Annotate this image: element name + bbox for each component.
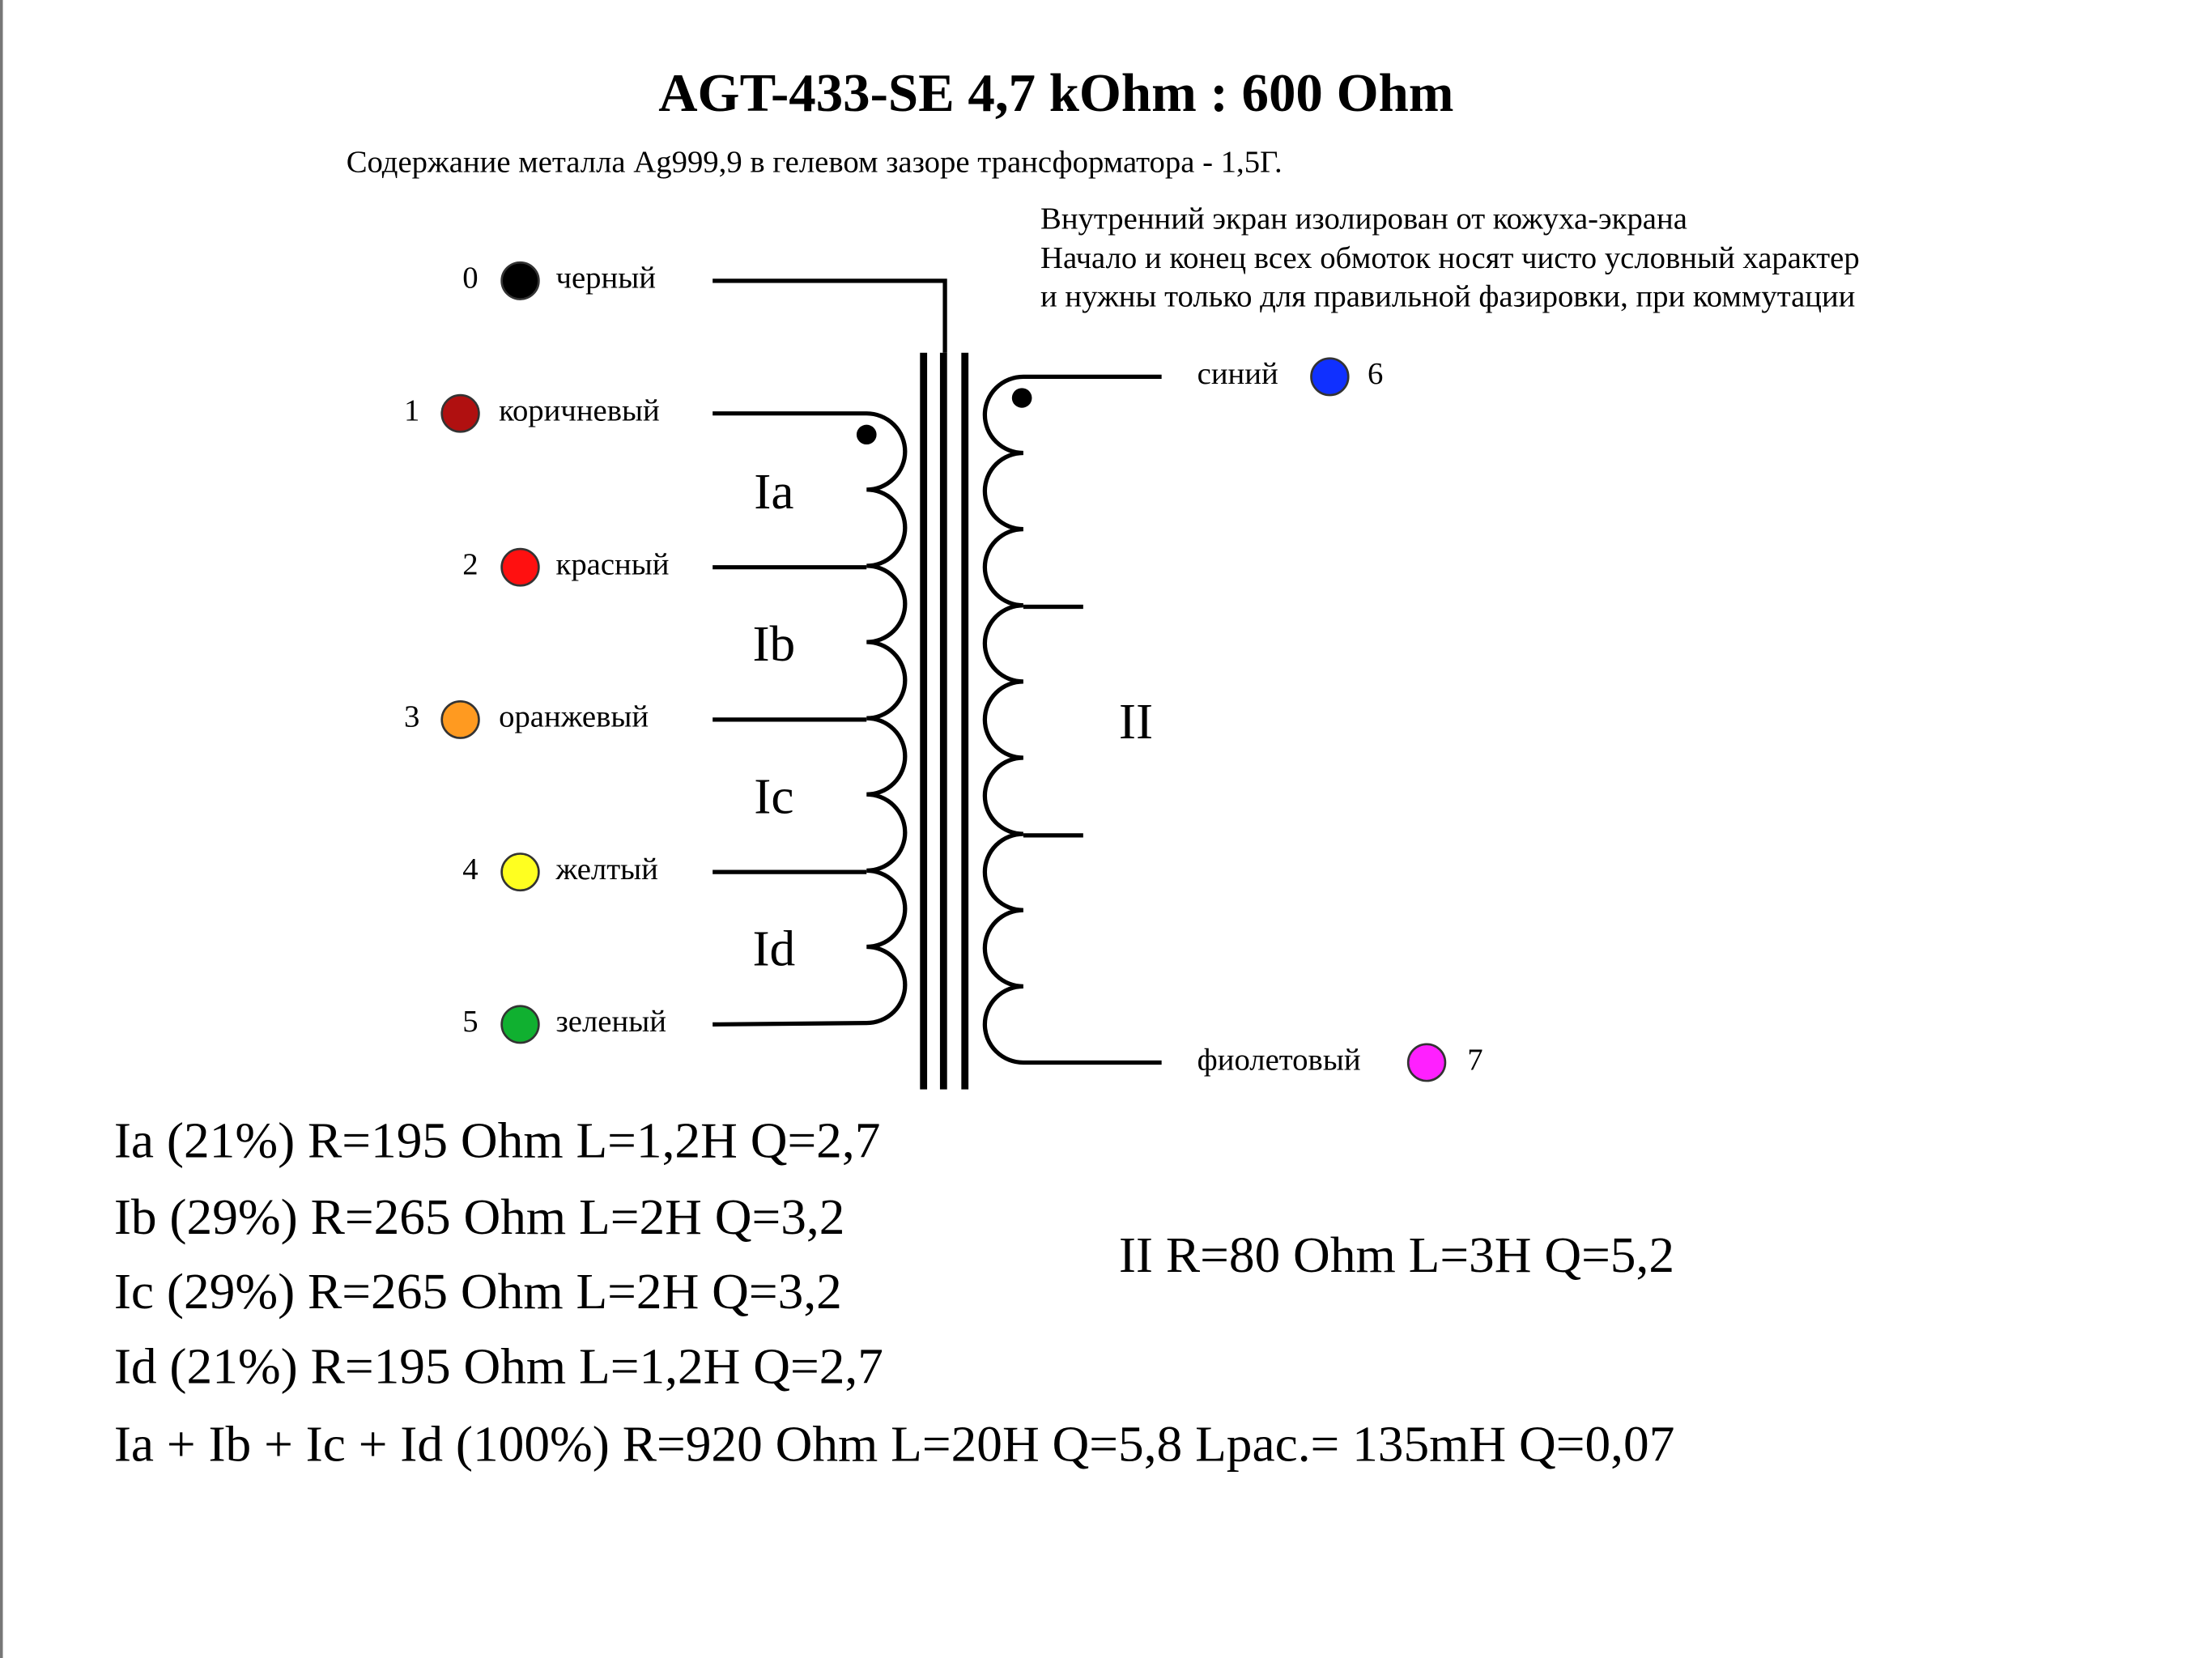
note: и нужны только для правильной фазировки,… [1040,279,1855,313]
pin-number: 5 [462,1005,478,1039]
core [920,352,969,1090]
pin-dot [500,547,540,587]
pin-number: 3 [404,700,419,734]
title: AGT-433-SE 4,7 kOhm : 600 Ohm [658,65,1453,124]
pin-label: коричневый [499,394,660,428]
pin-dot [440,699,480,739]
phase-dot [856,424,877,445]
note: Внутренний экран изолирован от кожуха-эк… [1040,202,1687,236]
spec: Ia + Ib + Ic + Id (100%) R=920 Ohm L=20H… [114,1416,1675,1473]
spec: Ib (29%) R=265 Ohm L=2H Q=3,2 [114,1188,845,1245]
wire [713,278,947,353]
pin-dot [1406,1043,1447,1082]
winding-label: II [1119,693,1153,750]
pin-label: черный [556,261,656,295]
pin-dot [500,261,540,300]
winding-label: Ic [754,768,793,825]
pin-number: 0 [462,261,478,295]
winding-label: Ib [752,615,795,672]
spec: Ic (29%) R=265 Ohm L=2H Q=3,2 [114,1263,842,1320]
pin-number: 7 [1467,1043,1482,1077]
pin-number: 2 [462,548,478,582]
pin-number: 4 [462,852,478,886]
pin-label: зеленый [556,1005,666,1039]
pin-label: красный [556,548,670,582]
pin-number: 1 [404,394,419,428]
winding-label: Ia [754,463,793,520]
spec: Ia (21%) R=195 Ohm L=1,2H Q=2,7 [114,1112,881,1169]
winding-label: Id [752,920,795,977]
pin-number: 6 [1368,357,1383,391]
pin-dot [500,852,540,892]
secondary-coil [982,374,1162,1065]
pin-label: синий [1197,357,1278,391]
spec: Id (21%) R=195 Ohm L=1,2H Q=2,7 [114,1338,883,1395]
note: Начало и конец всех обмоток носят чисто … [1040,241,1860,275]
pin-dot [1310,357,1350,397]
phase-dot [1011,388,1032,408]
pin-dot [440,393,480,433]
taps [713,565,1083,874]
pin-label: желтый [555,852,658,886]
pin-dot [500,1005,540,1044]
pin-label: фиолетовый [1197,1043,1361,1077]
pin-label: оранжевый [499,700,649,734]
subtitle: Содержание металла Ag999,9 в гелевом заз… [347,146,1283,180]
spec: II R=80 Ohm L=3H Q=5,2 [1119,1226,1674,1283]
